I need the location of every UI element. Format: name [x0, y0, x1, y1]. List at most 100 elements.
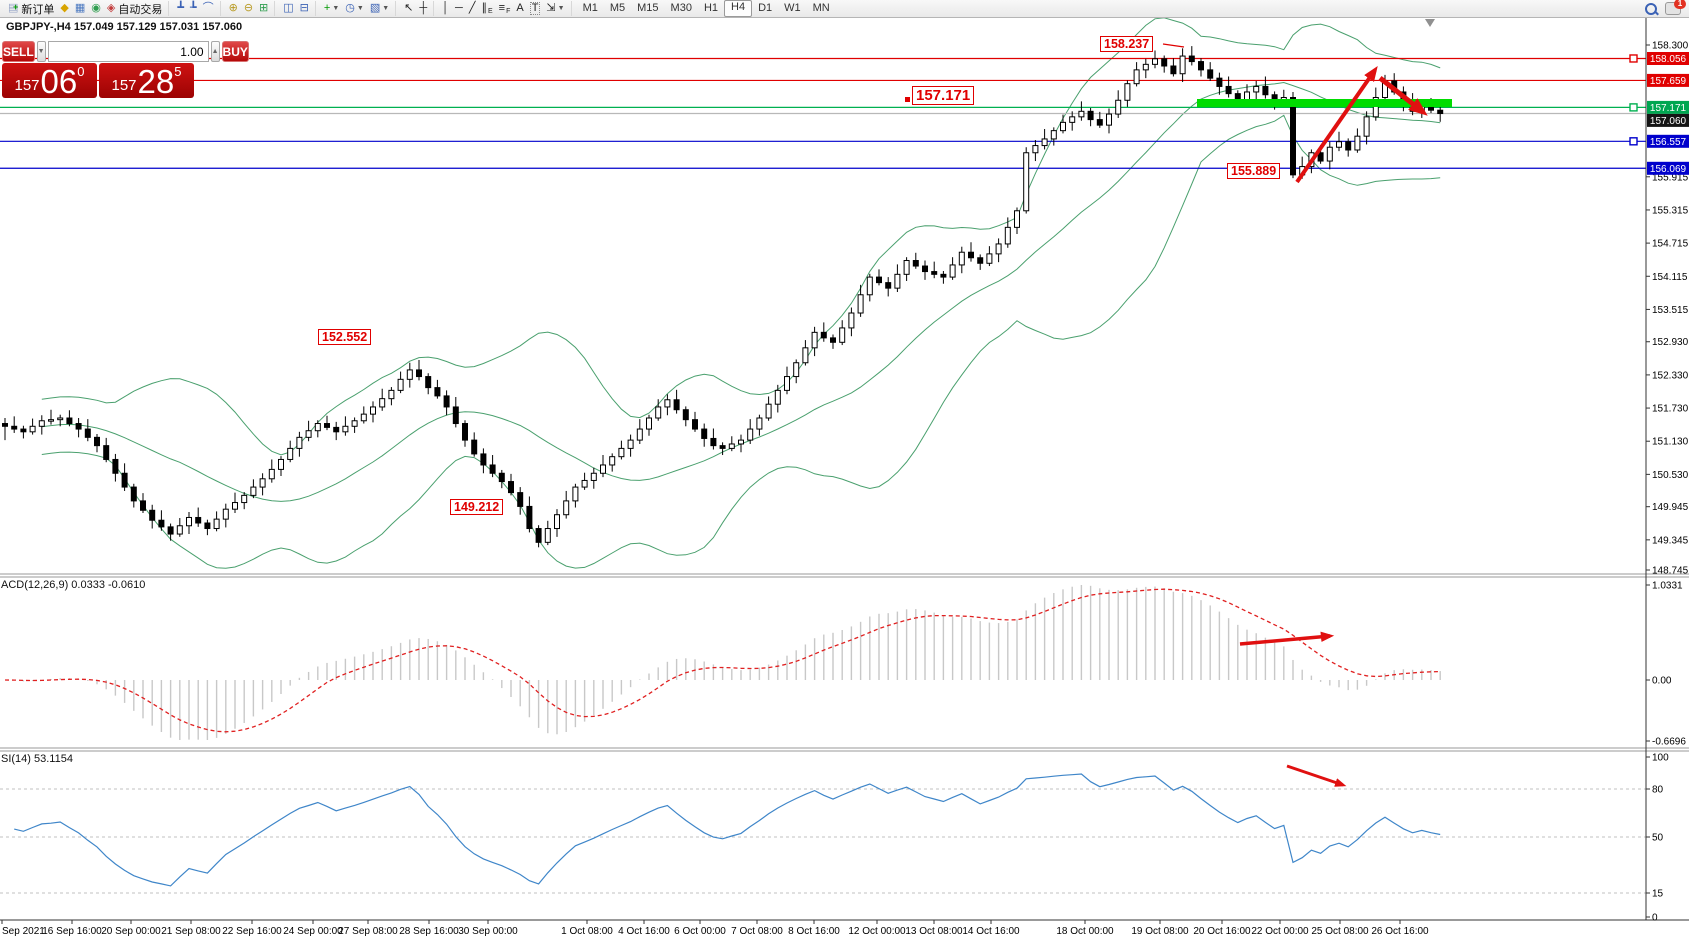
signal-icon[interactable]: ◉ — [91, 2, 101, 14]
line-handle[interactable] — [1629, 54, 1638, 63]
axis-price-badge — [1647, 161, 1689, 175]
macd-arrow[interactable] — [1239, 631, 1335, 646]
chat-icon[interactable]: 1 — [1665, 0, 1686, 15]
volume-increase-button[interactable]: ▲ — [210, 41, 220, 62]
axis-price-badge-text: 157.659 — [1650, 76, 1687, 87]
toolbar-group: │ ─ ╱ ∥ E ≡ F A T ⇲ ▼ — [433, 1, 570, 16]
rsi-tick-label: 50 — [1652, 833, 1664, 844]
arrows-icon[interactable]: ⇲ ▼ — [546, 2, 565, 14]
macd-pane — [4, 585, 1441, 740]
price-annotation-label[interactable]: 155.889 — [1227, 163, 1281, 179]
horizontal-line-icon[interactable]: ─ — [455, 2, 463, 14]
chat-badge: 1 — [1674, 0, 1686, 9]
vertical-line-icon[interactable]: │ — [442, 2, 450, 14]
period-clock-icon[interactable]: ◷ ▼ — [345, 2, 364, 14]
date-tick-label: 27 Sep 08:00 — [338, 926, 398, 937]
timeframe-h4[interactable]: H4 — [724, 0, 753, 17]
price-tick-label: 150.530 — [1652, 470, 1689, 481]
sell-button[interactable]: SELL — [2, 41, 35, 62]
sell-price-display[interactable]: 157 06 0 — [2, 63, 97, 98]
fibonacci-icon[interactable]: ≡ F — [498, 2, 511, 15]
green-resistance-band[interactable] — [1197, 99, 1452, 107]
autotrading-icon[interactable]: ◈ 自动交易 — [106, 2, 163, 16]
toolbar-group: ↖ ┼ — [395, 1, 433, 16]
trend-arrow[interactable] — [1378, 76, 1428, 116]
price-annotation-label[interactable]: 158.237 — [1100, 36, 1154, 52]
rsi-arrow[interactable] — [1286, 764, 1347, 787]
buy-price-sup: 5 — [174, 64, 182, 79]
cursor-icon[interactable]: ↖ — [404, 2, 414, 14]
date-tick-label: 22 Oct 00:00 — [1251, 926, 1309, 937]
zoom-in-icon[interactable]: ⊕ — [228, 2, 238, 14]
timeframe-d1[interactable]: D1 — [758, 2, 773, 14]
date-tick-label: 4 Oct 16:00 — [618, 926, 670, 937]
main-toolbar: ▤ + 新订单 ◆ ▦ ◉ ◈ 自动交易 ┻ ┺ ⌒ ⊕ ⊖ ⊞ ◫ ⊟ + ▼ ◷ ▼ ▧ ▼ ↖ ┼ │ ─ ╱ ∥ E ≡ F A T ⇲ ▼… — [0, 0, 1689, 18]
timeframe-m30[interactable]: M30 — [670, 2, 692, 14]
date-tick-label: 16 Sep 16:00 — [42, 926, 102, 937]
date-tick-label: 1 Oct 08:00 — [561, 926, 613, 937]
price-tick-label: 149.945 — [1652, 502, 1689, 513]
price-tick-label: 153.515 — [1652, 305, 1689, 316]
buy-button[interactable]: BUY — [221, 41, 249, 62]
rsi-indicator-label: SI(14) 53.1154 — [1, 753, 73, 765]
price-tick-label: 152.330 — [1652, 370, 1689, 381]
trend-arrow[interactable] — [1295, 66, 1378, 184]
timeframe-m15[interactable]: M15 — [637, 2, 659, 14]
price-annotation-label[interactable]: 152.552 — [318, 329, 372, 345]
date-tick-label: 24 Sep 00:00 — [283, 926, 343, 937]
date-tick-label: 6 Oct 00:00 — [674, 926, 726, 937]
axis-price-badge — [1647, 52, 1689, 65]
tile-vertical-icon[interactable]: ⊟ — [299, 2, 309, 14]
tile-horizontal-icon[interactable]: ◫ — [283, 2, 294, 14]
bar-chart-icon[interactable]: ┻ — [177, 2, 184, 14]
channel-icon[interactable]: ∥ E — [481, 2, 493, 15]
volume-input[interactable] — [47, 41, 209, 62]
market-watch-icon[interactable]: ▦ — [74, 2, 86, 14]
new-order-icon[interactable]: ▤ + 新订单 — [8, 2, 55, 16]
macd-tick-label: -0.6696 — [1652, 737, 1686, 748]
toolbar-group: ◫ ⊟ — [274, 1, 315, 16]
rsi-tick-label: 15 — [1652, 889, 1664, 900]
line-chart-icon[interactable]: ⌒ — [202, 2, 214, 14]
timeframe-m5[interactable]: M5 — [609, 2, 626, 14]
timeframe-mn[interactable]: MN — [812, 2, 830, 14]
axis-price-badge-text: 156.557 — [1650, 137, 1687, 148]
trendline-icon[interactable]: ╱ — [468, 2, 476, 14]
price-tick-label: 158.300 — [1652, 41, 1689, 52]
toolbar-group: ┻ ┺ ⌒ — [168, 1, 219, 16]
line-handle[interactable] — [1629, 103, 1638, 112]
candlestick-chart-icon[interactable]: ┺ — [189, 2, 197, 14]
toolbar-group: ⊕ ⊖ ⊞ — [219, 1, 275, 16]
profiles-icon[interactable]: ◆ — [60, 2, 69, 14]
date-tick-label: Sep 2021 — [2, 926, 45, 937]
date-tick-label: 19 Oct 08:00 — [1131, 926, 1189, 937]
search-icon[interactable] — [1645, 2, 1657, 15]
price-annotation-label[interactable]: 157.171 — [912, 86, 975, 105]
timeframe-m1[interactable]: M1 — [582, 2, 598, 14]
price-tick-label: 148.745 — [1652, 566, 1689, 577]
timeframe-w1[interactable]: W1 — [784, 2, 801, 14]
date-tick-label: 30 Sep 00:00 — [458, 926, 518, 937]
text-icon[interactable]: A — [516, 2, 524, 14]
line-handle[interactable] — [1629, 137, 1638, 146]
chart-shift-marker[interactable] — [1425, 19, 1435, 27]
price-tick-label: 149.345 — [1652, 535, 1689, 546]
templates-icon[interactable]: ▧ ▼ — [369, 2, 390, 14]
volume-decrease-button[interactable]: ▼ — [36, 41, 46, 62]
date-tick-label: 22 Sep 16:00 — [222, 926, 282, 937]
tile-windows-icon[interactable]: ⊞ — [259, 2, 269, 14]
price-tick-label: 154.715 — [1652, 239, 1689, 250]
label-icon[interactable]: T — [529, 2, 541, 15]
new-chart-icon[interactable]: + ▼ — [323, 2, 340, 14]
axis-price-badge-text: 158.056 — [1650, 54, 1687, 65]
price-annotation-label[interactable]: 149.212 — [450, 499, 504, 515]
timeframe-h1[interactable]: H1 — [703, 2, 719, 14]
axis-price-badge-text: 157.171 — [1650, 103, 1687, 114]
date-tick-label: 21 Sep 08:00 — [161, 926, 221, 937]
macd-tick-label: 1.0331 — [1652, 581, 1683, 592]
crosshair-icon[interactable]: ┼ — [419, 2, 428, 14]
buy-price-display[interactable]: 157 28 5 — [99, 63, 194, 98]
zoom-out-icon[interactable]: ⊖ — [243, 2, 254, 14]
